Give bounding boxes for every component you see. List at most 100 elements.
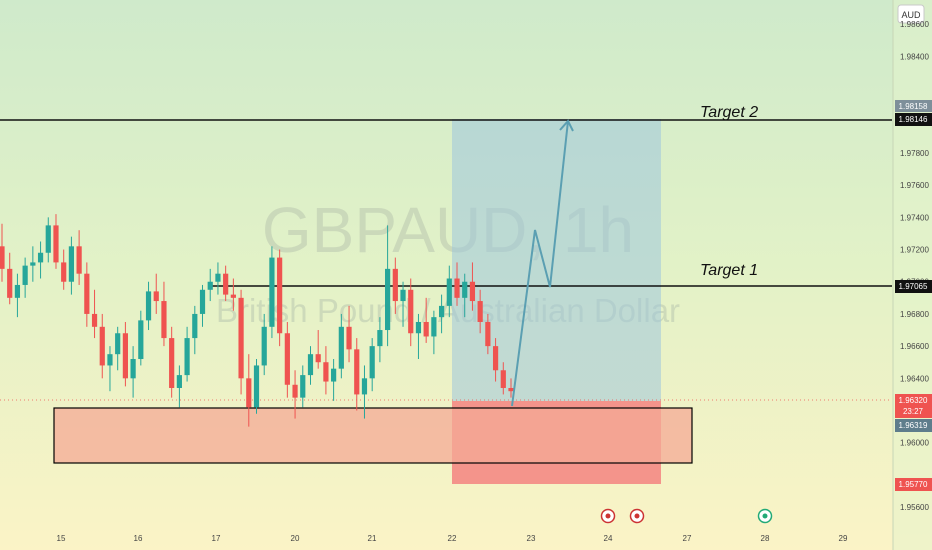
- candle-body: [477, 301, 483, 322]
- candle-body: [207, 281, 213, 290]
- price-tick: 1.97400: [900, 213, 929, 222]
- current-price-marker: 1.96320 23:27: [895, 394, 932, 418]
- candle-body: [485, 321, 491, 347]
- candle-body: [354, 349, 360, 395]
- svg-text:1.97065: 1.97065: [899, 282, 928, 291]
- candle-body: [508, 387, 514, 392]
- candle-body: [61, 262, 67, 282]
- svg-text:1.96319: 1.96319: [899, 421, 928, 430]
- candle-body: [307, 354, 314, 376]
- candle-body: [253, 365, 260, 408]
- price-tick: 1.97800: [900, 149, 929, 158]
- candle-body: [53, 225, 59, 263]
- candle-body: [269, 257, 275, 327]
- time-tick: 28: [761, 534, 770, 543]
- price-tick: 1.98400: [900, 52, 929, 61]
- candle-body: [446, 278, 452, 306]
- current-low-marker: 1.96319: [895, 419, 932, 432]
- price-tick: 1.97600: [900, 181, 929, 190]
- candle-body: [176, 375, 182, 388]
- candle-body: [431, 317, 437, 337]
- target1-marker: 1.97065: [895, 280, 932, 293]
- candle-body: [385, 268, 391, 331]
- time-tick: 17: [212, 534, 221, 543]
- candle-body: [215, 273, 221, 282]
- candle-body: [361, 378, 368, 395]
- candle-body: [0, 246, 5, 269]
- price-axis[interactable]: AUD 1.986001.984001.980001.978001.976001…: [892, 0, 932, 550]
- candle-body: [300, 375, 306, 398]
- flag-icon: [757, 508, 773, 524]
- candle-body: [130, 359, 136, 379]
- candle-body: [68, 246, 75, 282]
- candle-body: [331, 368, 337, 382]
- candle-body: [338, 326, 344, 369]
- candle-body: [469, 281, 476, 302]
- candles: [0, 214, 514, 427]
- time-tick: 22: [448, 534, 457, 543]
- candle-body: [246, 378, 252, 408]
- stop-marker: 1.95770: [895, 478, 932, 491]
- candle-body: [277, 257, 283, 334]
- price-tick: 1.95600: [900, 503, 929, 512]
- candle-body: [492, 346, 499, 371]
- currency-badge[interactable]: AUD: [897, 4, 925, 24]
- time-axis: 15 16 17 20 21 22 23 24 27 28 29: [57, 534, 848, 543]
- candle-body: [184, 338, 190, 376]
- candle-body: [7, 268, 13, 298]
- candle-body: [292, 384, 298, 398]
- candle-body: [423, 321, 429, 337]
- candle-body: [408, 289, 414, 334]
- candle-body: [199, 289, 206, 314]
- candle-body: [76, 246, 82, 274]
- candle-body: [153, 291, 159, 302]
- price-tick: 1.98600: [900, 20, 929, 29]
- arrow-head: [559, 119, 574, 132]
- candle-body: [22, 265, 28, 285]
- candle-body: [315, 354, 321, 363]
- projected-path[interactable]: [511, 120, 569, 407]
- time-tick: 29: [839, 534, 848, 543]
- target-zone[interactable]: [452, 119, 661, 401]
- flag-icon: [629, 508, 645, 524]
- target2-marker: 1.98146: [895, 113, 932, 126]
- candle-body: [377, 330, 383, 347]
- time-tick: 24: [604, 534, 613, 543]
- svg-text:1.98158: 1.98158: [899, 102, 928, 111]
- candle-body: [230, 294, 236, 298]
- candle-body: [192, 313, 198, 339]
- candle-body: [91, 313, 98, 327]
- candle-body: [45, 225, 51, 253]
- time-tick: 27: [683, 534, 692, 543]
- candle-body: [99, 326, 105, 366]
- flag-icon: [600, 508, 616, 524]
- candle-body: [400, 289, 406, 302]
- price-tick: 1.96600: [900, 342, 929, 351]
- candle-body: [84, 273, 90, 314]
- time-tick: 16: [134, 534, 143, 543]
- price-tick: 1.96400: [900, 374, 929, 383]
- candle-body: [415, 321, 422, 334]
- price-tick: 1.96000: [900, 439, 929, 448]
- candle-body: [223, 273, 229, 295]
- time-tick: 15: [57, 534, 66, 543]
- candle-body: [169, 338, 175, 388]
- svg-text:1.95770: 1.95770: [899, 480, 928, 489]
- price-tick: 1.96800: [900, 310, 929, 319]
- candle-body: [138, 320, 144, 360]
- candle-body: [284, 333, 290, 385]
- target2-label: Target 2: [700, 104, 758, 121]
- candle-body: [107, 354, 113, 366]
- candle-body: [500, 370, 506, 388]
- support-zone[interactable]: [53, 407, 693, 464]
- candle-body: [161, 301, 167, 339]
- candle-body: [122, 333, 128, 379]
- time-tick: 21: [368, 534, 377, 543]
- event-icons: [600, 508, 773, 524]
- time-tick: 20: [291, 534, 300, 543]
- candle-body: [346, 326, 352, 350]
- candle-body: [261, 326, 267, 366]
- svg-text:1.96320: 1.96320: [899, 396, 928, 405]
- candle-body: [392, 268, 398, 302]
